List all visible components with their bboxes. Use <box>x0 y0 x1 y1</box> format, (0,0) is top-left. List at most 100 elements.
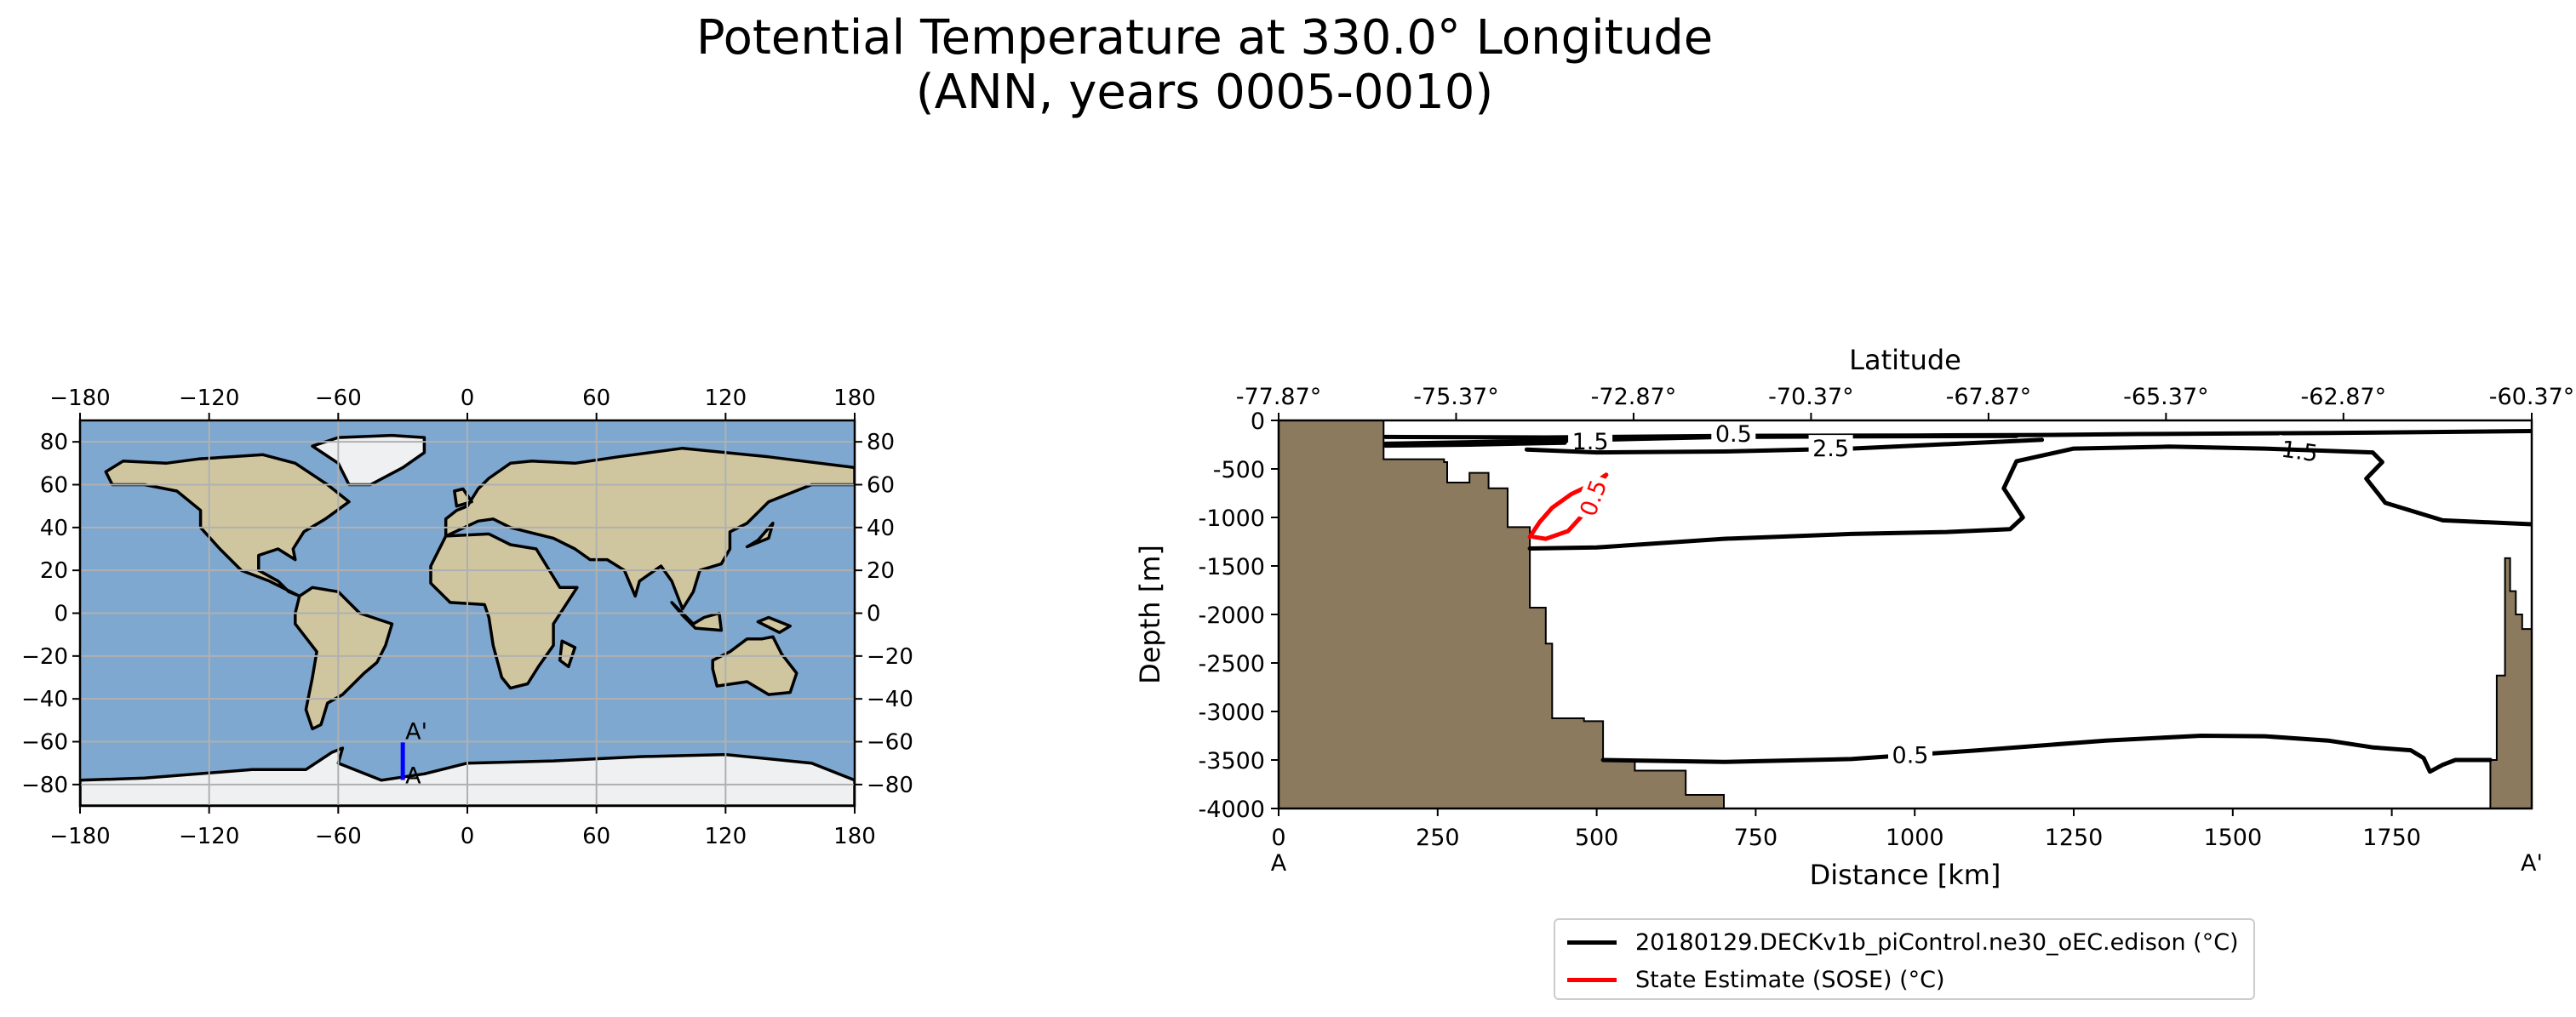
x-tick-label: 1000 <box>1886 825 1944 851</box>
map-bottom-tick-label: −60 <box>315 824 362 849</box>
madagascar-shape <box>558 639 577 669</box>
legend-swatch-model <box>1567 940 1617 945</box>
y-axis-label: Depth [m] <box>1134 545 1166 684</box>
map-right-tick-label: −60 <box>867 730 913 756</box>
contour-line-series0-0 <box>1383 429 2532 440</box>
figure-title: Potential Temperature at 330.0° Longitud… <box>696 10 1714 66</box>
contour-line-series0-2 <box>1383 440 1567 449</box>
map-right-tick-label: 0 <box>867 602 881 627</box>
x-tick-label: 1250 <box>2045 825 2104 851</box>
map-left-tick-label: 40 <box>40 516 68 541</box>
japan-shape <box>745 522 775 549</box>
map-bottom-tick-label: −120 <box>179 824 239 849</box>
x-tick-label: 250 <box>1416 825 1460 851</box>
x-axis-label: Distance [km] <box>1810 859 2001 891</box>
greenland-shape <box>311 433 426 487</box>
map-right-tick-label: −20 <box>867 644 913 670</box>
top-tick-label: -65.37° <box>2123 384 2209 410</box>
legend-label-model: 20180129.DECKv1b_piControl.ne30_oEC.edis… <box>1635 928 2239 956</box>
top-tick-label: -77.87° <box>1236 384 1322 410</box>
bathymetry-left <box>1279 420 1725 808</box>
transect-end-label: A' <box>405 718 427 745</box>
map-left-tick-label: −60 <box>21 730 68 756</box>
map-right-tick-label: 60 <box>867 473 895 499</box>
map-panel: A' A −180 −180 −120 −120 −60 −60 0 0 60 60 120 120 180… <box>21 386 913 849</box>
contour-label-bg <box>1808 435 1853 463</box>
contour-label-group: 2.5 <box>1808 435 1853 463</box>
y-tick-label: 0 <box>1251 409 1265 435</box>
map-left-tick-label: 20 <box>40 558 68 584</box>
y-tick-label: -2500 <box>1199 651 1265 677</box>
legend-swatch-obs <box>1567 977 1617 982</box>
map-right-tick-label: 40 <box>867 516 895 541</box>
map-top-tick-label: −60 <box>315 386 362 411</box>
map-area <box>80 420 855 806</box>
map-right-tick-label: −40 <box>867 687 913 712</box>
new-guinea-shape <box>756 615 792 634</box>
x-tick-label: 0 <box>1271 825 1285 851</box>
australia-shape <box>711 635 799 696</box>
map-right-tick-label: 20 <box>867 558 895 584</box>
indonesia-shape <box>670 601 724 632</box>
map-left-tick-label: −20 <box>21 644 68 670</box>
top-tick-label: -72.87° <box>1591 384 1677 410</box>
top-tick-label: -67.87° <box>1946 384 2032 410</box>
contour-label-bg <box>1888 741 1932 769</box>
section-area: 1.50.51.5 2.50.50.5 <box>1279 420 2532 808</box>
contour-line-series1-0 <box>1527 472 1609 541</box>
y-tick-label: -500 <box>1213 457 1265 483</box>
map-top-tick-label: 60 <box>582 386 610 411</box>
map-left-tick-label: −80 <box>21 773 68 798</box>
map-top-tick-label: 180 <box>833 386 876 411</box>
legend-label-obs: State Estimate (SOSE) (°C) <box>1635 966 1945 993</box>
contour-line-series0-4 <box>1527 444 2532 551</box>
transect-start-label: A <box>405 763 421 789</box>
map-left-tick-label: −40 <box>21 687 68 712</box>
map-bottom-tick-label: 120 <box>705 824 747 849</box>
y-tick-label: -3500 <box>1199 748 1265 774</box>
map-right-tick-label: −80 <box>867 773 913 798</box>
legend-entry-obs: State Estimate (SOSE) (°C) <box>1555 963 1945 997</box>
y-tick-label: -3000 <box>1199 700 1265 726</box>
top-tick-label: -60.37° <box>2489 384 2575 410</box>
contour-label-bg <box>1711 420 1756 448</box>
contour-label: 0.5 <box>1892 742 1929 768</box>
map-top-tick-label: −120 <box>179 386 239 411</box>
map-left-tick-label: 0 <box>54 602 68 627</box>
y-tick-label: -1000 <box>1199 506 1265 532</box>
contour-label-group: 0.5 <box>1888 741 1932 769</box>
map-bottom-tick-label: −180 <box>49 824 110 849</box>
contour-label-bg <box>1572 472 1614 524</box>
x-tick-label: 1500 <box>2203 825 2262 851</box>
map-bottom-tick-label: 60 <box>582 824 610 849</box>
section-start-label: A <box>1271 850 1287 877</box>
section-panel: 1.50.51.5 2.50.50.50 250 500 750 1000 1250 1500… <box>1134 344 2575 891</box>
y-tick-label: -1500 <box>1199 554 1265 580</box>
legend: 20180129.DECKv1b_piControl.ne30_oEC.edis… <box>1554 918 2255 1000</box>
contour-label: 2.5 <box>1812 436 1849 462</box>
map-top-tick-label: 120 <box>705 386 747 411</box>
map-left-tick-label: 80 <box>40 430 68 455</box>
map-top-tick-label: 0 <box>461 386 475 411</box>
map-left-tick-label: 60 <box>40 473 68 499</box>
contour-label: 0.5 <box>1715 421 1752 448</box>
map-right-tick-label: 80 <box>867 430 895 455</box>
contour-label-group: 0.5 <box>1711 420 1756 448</box>
top-tick-label: -70.37° <box>1768 384 1854 410</box>
figure-subtitle: (ANN, years 0005-0010) <box>915 65 1494 120</box>
section-end-label: A' <box>2521 850 2543 877</box>
top-tick-label: -75.37° <box>1413 384 1499 410</box>
contour-line-series0-3 <box>1524 437 2045 455</box>
top-tick-label: -62.87° <box>2301 384 2387 410</box>
y-tick-label: -4000 <box>1199 797 1265 823</box>
x-tick-label: 1750 <box>2362 825 2421 851</box>
x-tick-label: 500 <box>1575 825 1619 851</box>
map-bottom-tick-label: 0 <box>461 824 475 849</box>
north-america-shape <box>104 453 351 598</box>
legend-entry-model: 20180129.DECKv1b_piControl.ne30_oEC.edis… <box>1555 925 2239 959</box>
top-axis-label: Latitude <box>1849 344 1961 376</box>
x-tick-label: 750 <box>1734 825 1778 851</box>
bathymetry-right <box>2489 557 2532 808</box>
map-bottom-tick-label: 180 <box>833 824 876 849</box>
y-tick-label: -2000 <box>1199 603 1265 629</box>
